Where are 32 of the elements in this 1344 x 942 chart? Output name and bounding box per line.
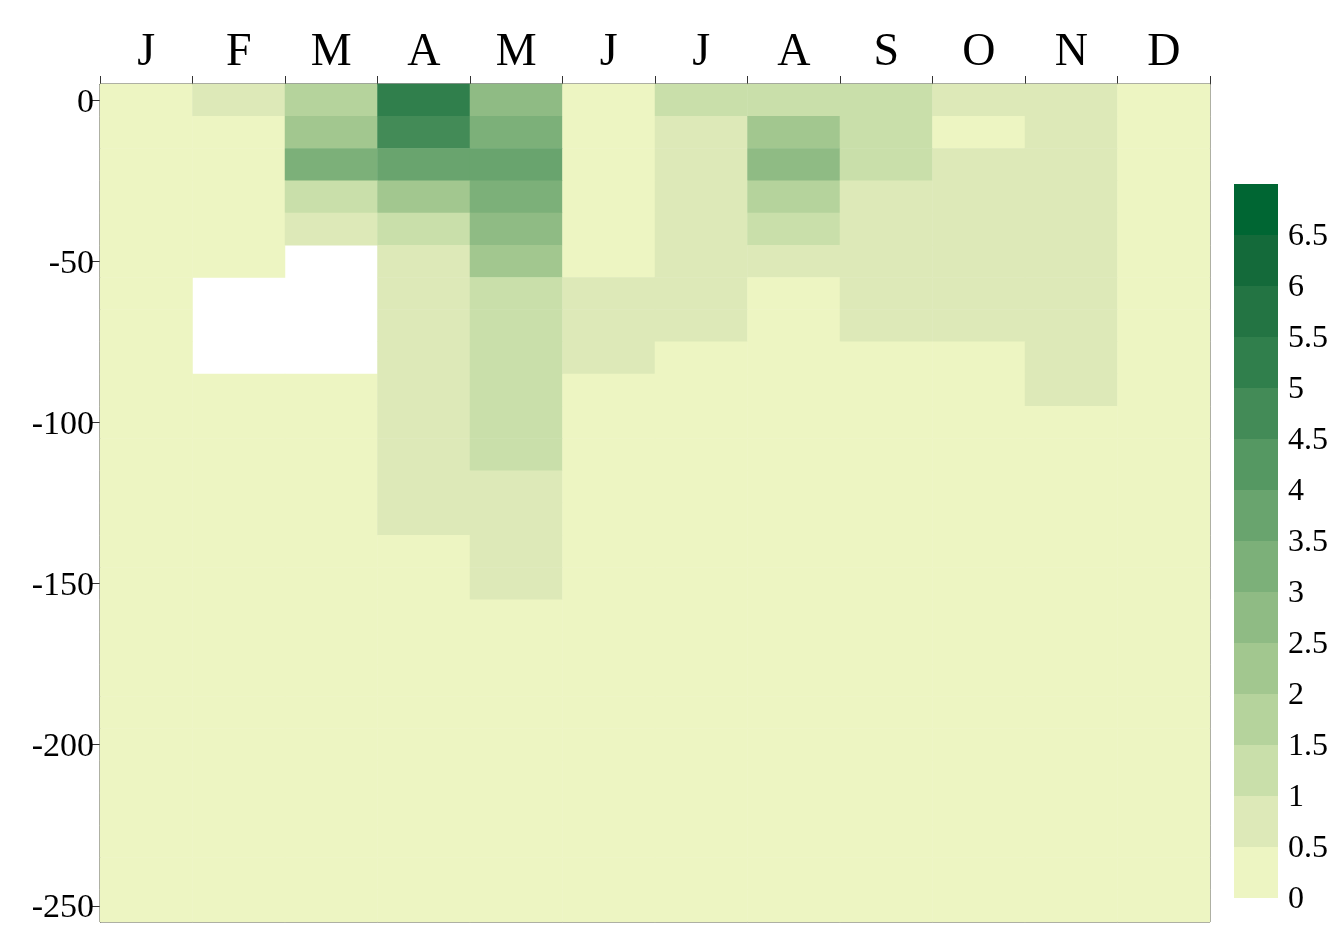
y-tick-label: -150	[31, 565, 94, 603]
x-tick-label: J	[137, 23, 156, 75]
color-bar-label: 2.5	[1288, 624, 1328, 660]
y-tick-label: -200	[31, 726, 94, 764]
color-bar-label: 4	[1288, 471, 1304, 507]
color-bar-label: 6	[1288, 267, 1304, 303]
x-tick-label: A	[777, 23, 811, 75]
x-tick-label: O	[962, 23, 996, 75]
color-bar-label: 3	[1288, 573, 1304, 609]
color-bar-label: 1	[1288, 777, 1304, 813]
color-bar-label: 3.5	[1288, 522, 1328, 558]
color-bar-label: 2	[1288, 675, 1304, 711]
color-bar-label: 6.5	[1288, 216, 1328, 252]
x-tick-label: N	[1054, 23, 1088, 75]
y-tick-label: -100	[31, 403, 94, 441]
x-tick-label: M	[310, 23, 352, 75]
x-tick-label: D	[1147, 23, 1181, 75]
y-tick-label: 0	[77, 81, 94, 119]
color-bar-label: 5	[1288, 369, 1304, 405]
x-tick-label: A	[407, 23, 441, 75]
color-bar-label: 0	[1288, 879, 1304, 915]
x-tick-label: S	[873, 23, 900, 75]
x-tick-label: M	[495, 23, 537, 75]
color-bar-label: 0.5	[1288, 828, 1328, 864]
color-bar-label: 5.5	[1288, 318, 1328, 354]
x-tick-label: J	[599, 23, 618, 75]
color-bar-label: 4.5	[1288, 420, 1328, 456]
x-tick-label: F	[225, 23, 252, 75]
color-bar-label: 1.5	[1288, 726, 1328, 762]
x-tick-label: J	[692, 23, 711, 75]
y-tick-label: -250	[31, 887, 94, 925]
y-tick-label: -50	[48, 242, 94, 280]
